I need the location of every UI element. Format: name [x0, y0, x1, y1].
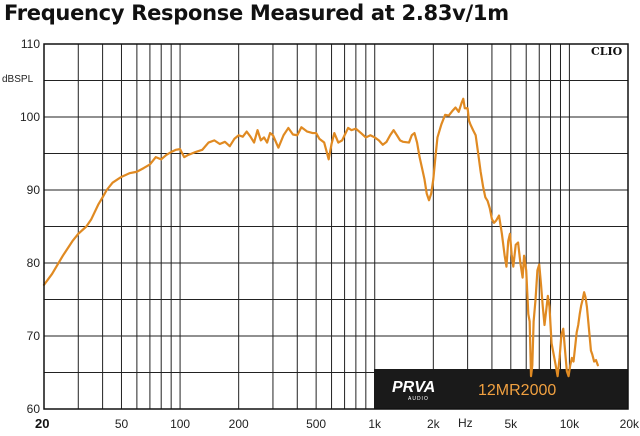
y-tick-label: 70: [27, 329, 41, 343]
x-axis-unit-label: Hz: [458, 416, 473, 430]
x-tick-label: 100: [170, 417, 190, 431]
y-axis-label: dBSPL: [2, 74, 34, 85]
x-tick-label: 2k: [427, 417, 441, 431]
y-tick-label: 80: [27, 256, 41, 270]
x-tick-label: 20k: [620, 417, 640, 431]
brand-model-text: 12MR2000: [478, 382, 556, 399]
frequency-response-line: [42, 97, 599, 378]
brand-logo-text: PRVA: [392, 379, 435, 396]
x-tick-label: 1k: [368, 417, 382, 431]
plot-frame: [43, 43, 629, 410]
x-tick-label: 500: [306, 417, 326, 431]
y-tick-label: 100: [20, 110, 40, 124]
y-tick-label: 110: [21, 37, 40, 51]
y-axis-tick-labels: 60 70 80 90 100 110: [20, 37, 40, 416]
clio-watermark: CLIO: [591, 45, 623, 58]
y-tick-label: 90: [27, 183, 41, 197]
brand-logo-subtext: AUDIO: [408, 396, 429, 402]
y-tick-label: 60: [27, 402, 41, 416]
brand-panel-background: [374, 369, 628, 409]
x-tick-label: 50: [115, 417, 129, 431]
x-tick-label: 200: [229, 417, 249, 431]
chart-title: Frequency Response Measured at 2.83v/1m: [4, 1, 509, 25]
x-tick-label: 10k: [560, 417, 580, 431]
x-axis-tick-labels: 20 50 100 200 500 1k 2k 5k 10k 20k: [35, 416, 640, 431]
brand-panel: PRVA AUDIO 12MR2000: [374, 369, 628, 409]
x-tick-label: 20: [35, 416, 49, 431]
x-tick-label: 5k: [504, 417, 518, 431]
